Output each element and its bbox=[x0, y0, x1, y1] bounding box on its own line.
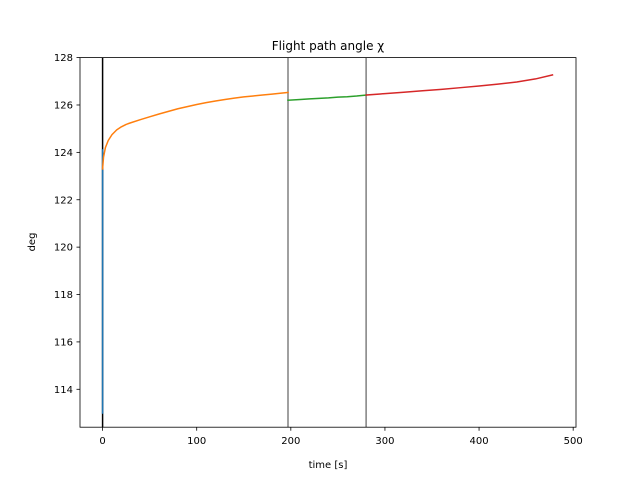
x-tick-label: 100 bbox=[187, 436, 206, 447]
plot-frame bbox=[79, 57, 577, 428]
y-axis-label: deg bbox=[27, 233, 38, 252]
y-tick-label: 116 bbox=[54, 337, 73, 348]
series-line-3 bbox=[365, 73, 554, 96]
x-tick-label: 300 bbox=[375, 436, 394, 447]
x-tick-label: 500 bbox=[564, 436, 583, 447]
series-line-2 bbox=[287, 94, 367, 102]
series-layer bbox=[101, 73, 554, 414]
x-tick-label: 200 bbox=[281, 436, 300, 447]
series-line-1 bbox=[101, 91, 289, 170]
vlines-layer bbox=[101, 57, 367, 428]
x-ticks: 0 100 200 300 400 500 bbox=[99, 427, 583, 447]
y-tick-label: 128 bbox=[54, 53, 73, 64]
x-tick-label: 400 bbox=[470, 436, 489, 447]
y-tick-label: 114 bbox=[54, 385, 73, 396]
y-ticks: 114 116 118 120 122 124 126 128 bbox=[54, 53, 80, 396]
y-tick-label: 118 bbox=[54, 290, 73, 301]
x-axis-label: time [s] bbox=[309, 460, 348, 471]
y-tick-label: 126 bbox=[54, 100, 73, 111]
chart-title: Flight path angle χ bbox=[272, 39, 385, 53]
y-tick-label: 124 bbox=[54, 148, 73, 159]
x-tick-label: 0 bbox=[99, 436, 105, 447]
y-tick-label: 122 bbox=[54, 195, 73, 206]
y-tick-label: 120 bbox=[54, 243, 73, 254]
